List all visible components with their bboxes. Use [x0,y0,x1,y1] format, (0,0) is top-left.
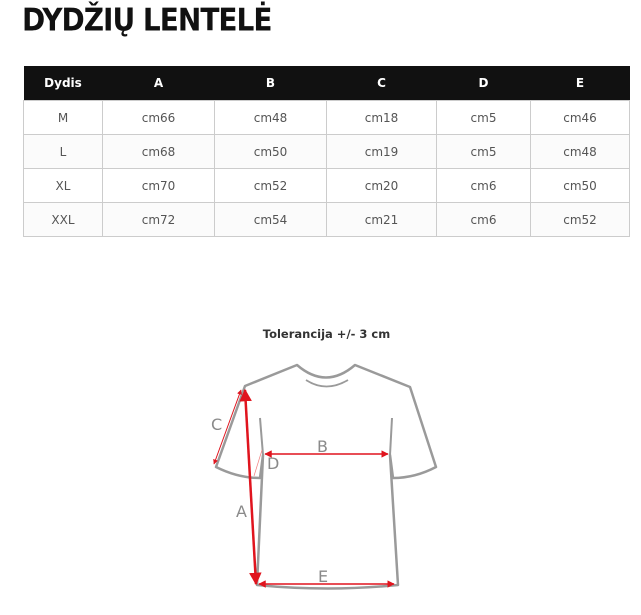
header-cell: B [214,66,327,101]
measurement-cell: cm18 [326,100,437,135]
measurement-cell: cm52 [530,202,630,237]
label-d: D [267,454,279,473]
measurement-cell: cm70 [102,168,215,203]
measure-a-line [239,388,262,586]
label-a: A [236,502,247,521]
header-cell: C [326,66,437,101]
measure-lines [213,388,395,588]
header-cell: E [530,66,630,101]
label-b: B [317,437,328,456]
size-cell: XXL [23,202,103,237]
header-cell: A [102,66,215,101]
measurement-cell: cm72 [102,202,215,237]
page-title: DYDŽIŲ LENTELĖ [22,2,273,39]
measurement-cell: cm19 [326,134,437,169]
measurement-cell: cm6 [436,202,531,237]
size-cell: M [23,100,103,135]
header-cell: D [436,66,531,101]
size-cell: L [23,134,103,169]
measure-d-line [253,449,263,477]
table-row: XL cm70 cm52 cm20 cm6 cm50 [23,168,630,203]
measurement-cell: cm20 [326,168,437,203]
header-cell: Dydis [23,66,103,101]
label-e: E [318,567,328,586]
measurement-cell: cm52 [214,168,327,203]
measure-c-line [213,389,242,465]
measurement-cell: cm48 [214,100,327,135]
measurement-cell: cm54 [214,202,327,237]
label-c: C [211,415,222,434]
measurement-cell: cm50 [214,134,327,169]
table-header-row: Dydis A B C D E [23,66,630,101]
measurement-cell: cm66 [102,100,215,135]
measurement-cell: cm48 [530,134,630,169]
measurement-cell: cm21 [326,202,437,237]
measurement-cell: cm5 [436,134,531,169]
tolerance-note: Tolerancija +/- 3 cm [262,327,391,341]
table-row: XXL cm72 cm54 cm21 cm6 cm52 [23,202,630,237]
measurement-cell: cm6 [436,168,531,203]
